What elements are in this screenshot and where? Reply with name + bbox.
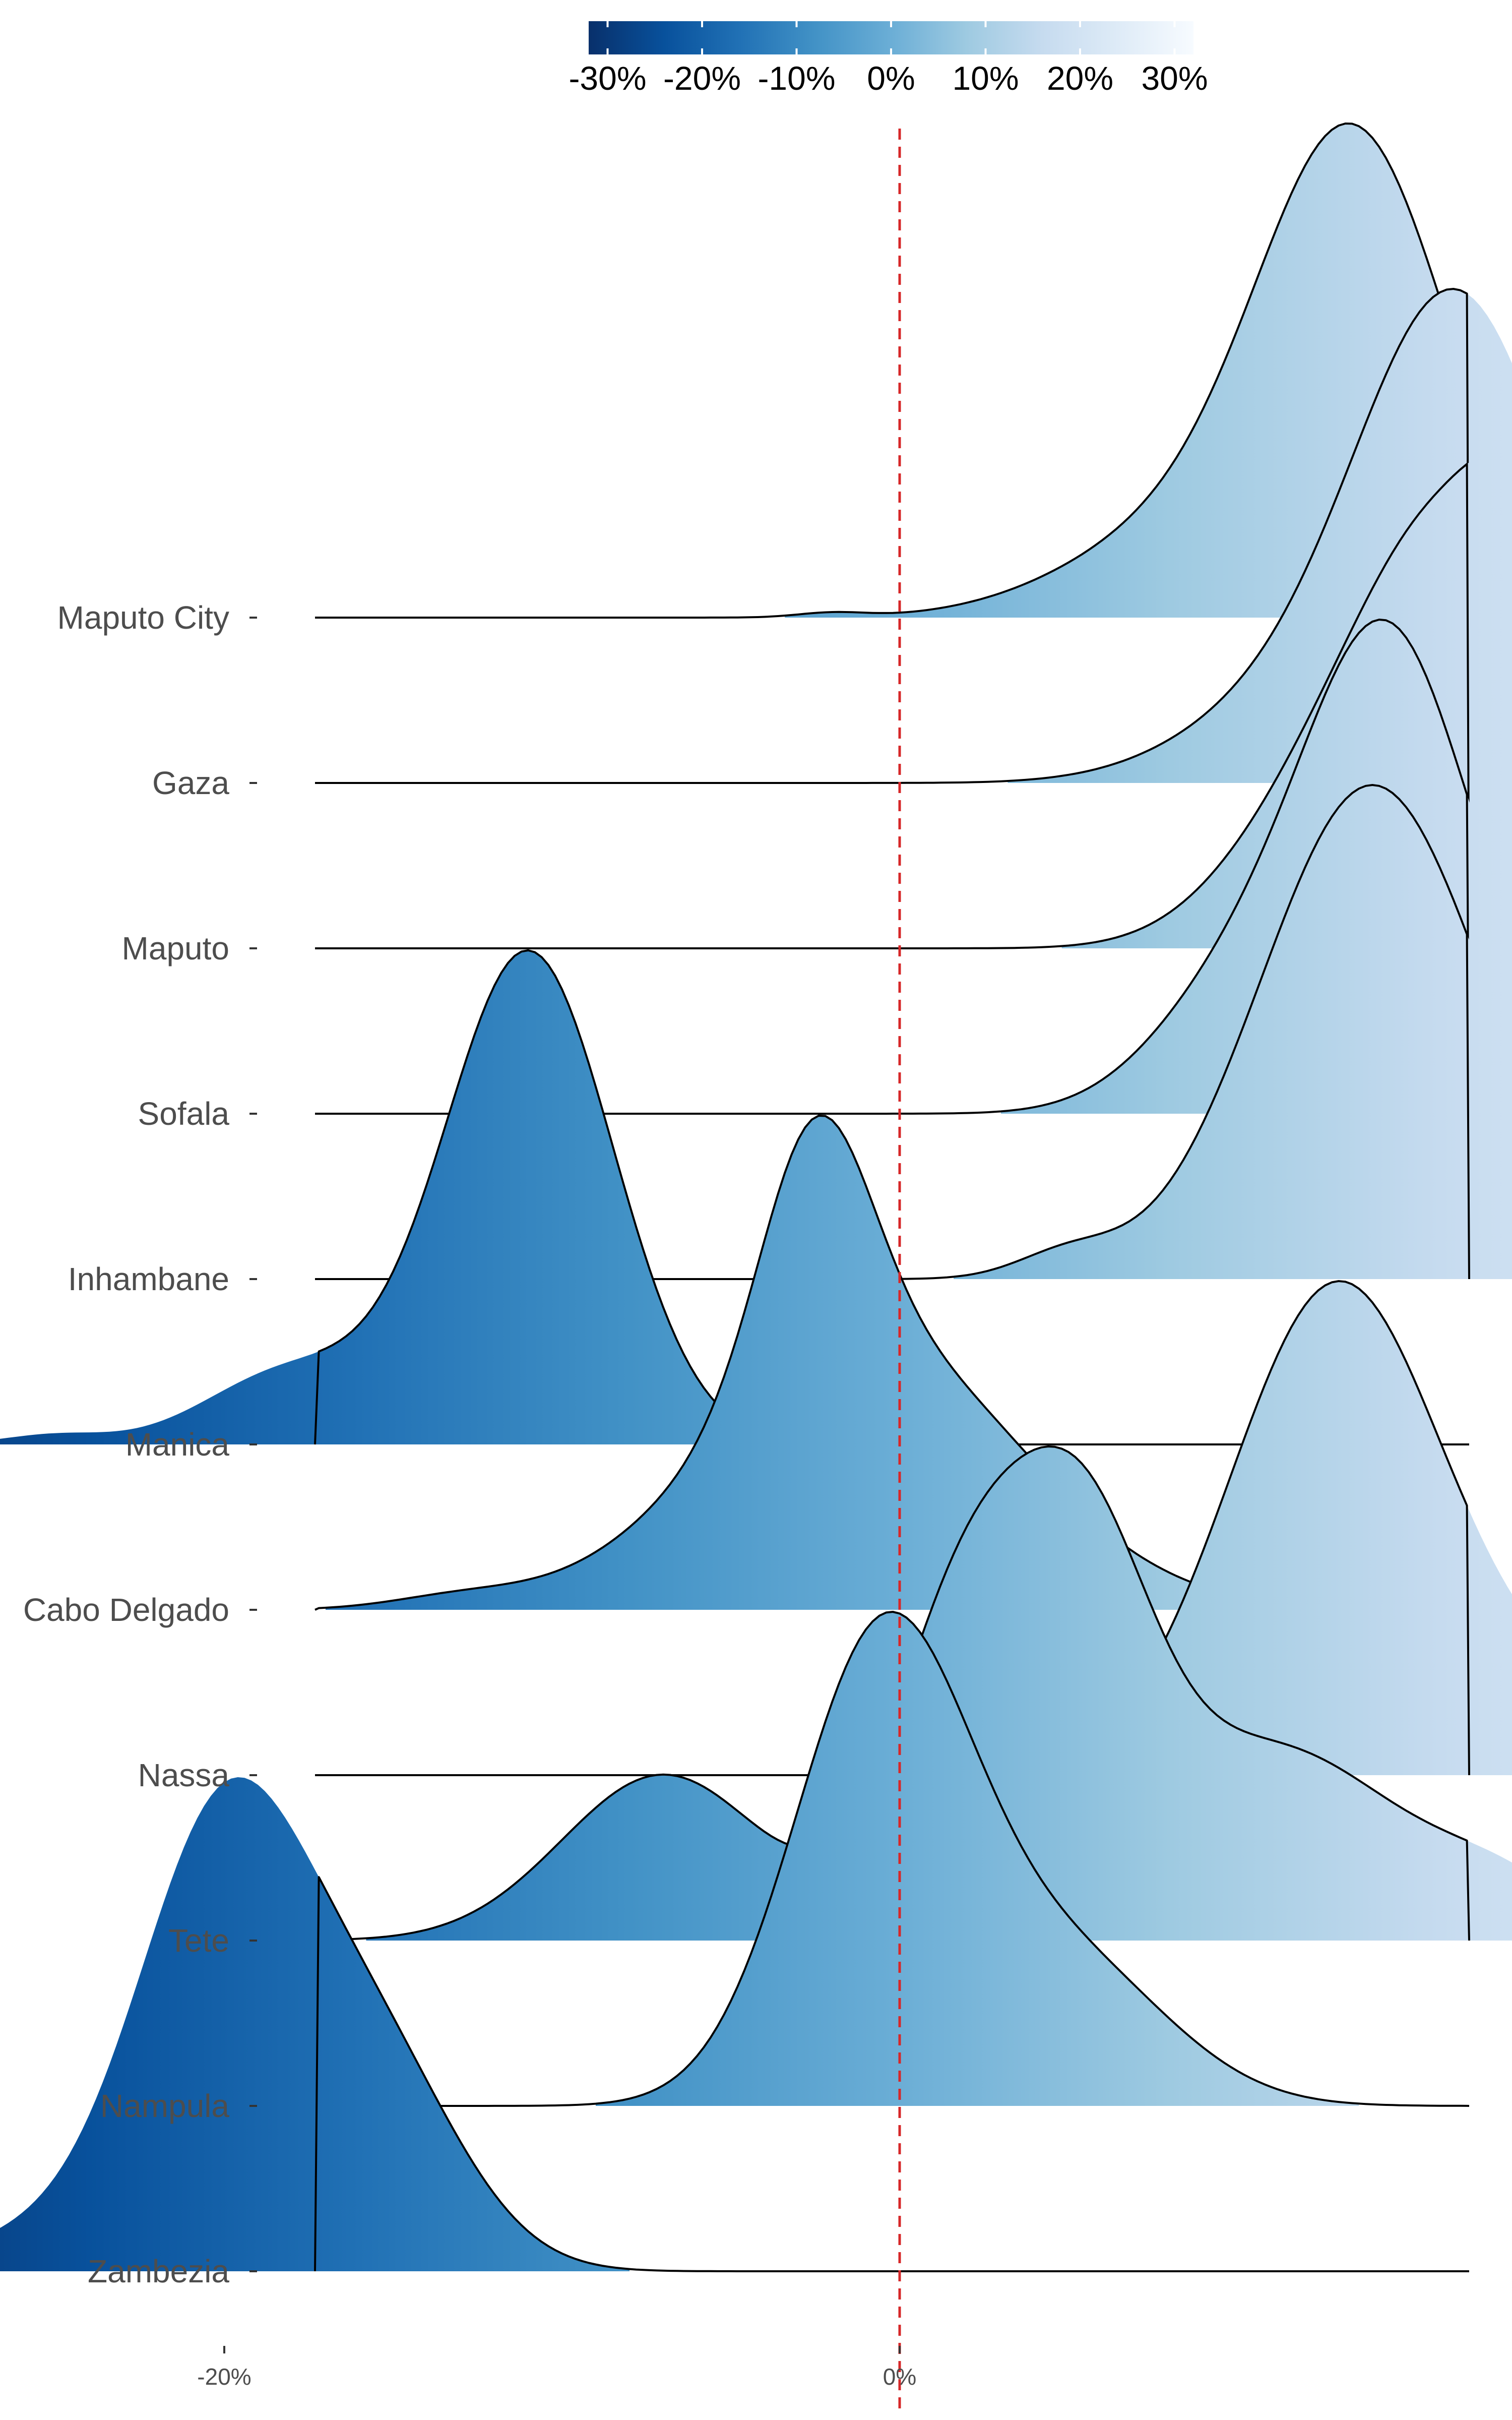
ridge-fill-nassa <box>980 1281 1512 1775</box>
ridge-fill-maputo-city <box>785 124 1512 618</box>
y-label-sofala: Sofala <box>138 1096 230 1132</box>
y-label-nampula: Nampula <box>100 2088 230 2124</box>
colorbar-label: 20% <box>1047 59 1113 97</box>
ridge-line-gaza <box>315 288 1470 784</box>
axis: Maputo City Gaza Maputo Sofala Inhambane Mani… <box>23 129 916 2410</box>
y-label-cabo-delgado: Cabo Delgado <box>23 1592 229 1628</box>
x-tick-label: 0% <box>883 2364 916 2390</box>
ridge-fill-manica <box>0 950 805 1444</box>
y-label-inhambane: Inhambane <box>68 1261 229 1297</box>
colorbar-label: 0% <box>867 59 915 97</box>
ridge-fill-inhambane <box>954 785 1512 1279</box>
ridge-fill-cabo-delgado <box>326 1116 1339 1610</box>
y-label-zambezia: Zambezia <box>88 2253 229 2289</box>
ridge-line-nampula <box>315 1611 1470 2107</box>
colorbar-label: 10% <box>952 59 1019 97</box>
y-label-manica: Manica <box>125 1426 230 1463</box>
ridge-line-maputo <box>315 463 1470 949</box>
colorbar-label: -10% <box>758 59 835 97</box>
colorbar-label: -20% <box>663 59 741 97</box>
y-label-tete: Tete <box>168 1922 229 1959</box>
y-label-maputo: Maputo <box>122 930 229 966</box>
colorbar: -30% -20% -10% 0% 10% 20% 30% <box>569 21 1208 97</box>
colorbar-label: 30% <box>1141 59 1208 97</box>
ridge-fill-nampula <box>596 1612 1359 2106</box>
ridges <box>0 123 1512 2272</box>
colorbar-label: -30% <box>569 59 646 97</box>
ridge-line-zambezia <box>314 1876 1469 2272</box>
x-tick-label: -20% <box>197 2364 251 2390</box>
ridge-fill-zambezia <box>0 1777 629 2271</box>
ridge-line-maputo-city <box>315 123 1470 619</box>
y-label-nassa: Nassa <box>138 1757 230 1793</box>
y-label-maputo-city: Maputo City <box>57 599 229 636</box>
y-label-gaza: Gaza <box>152 765 229 801</box>
